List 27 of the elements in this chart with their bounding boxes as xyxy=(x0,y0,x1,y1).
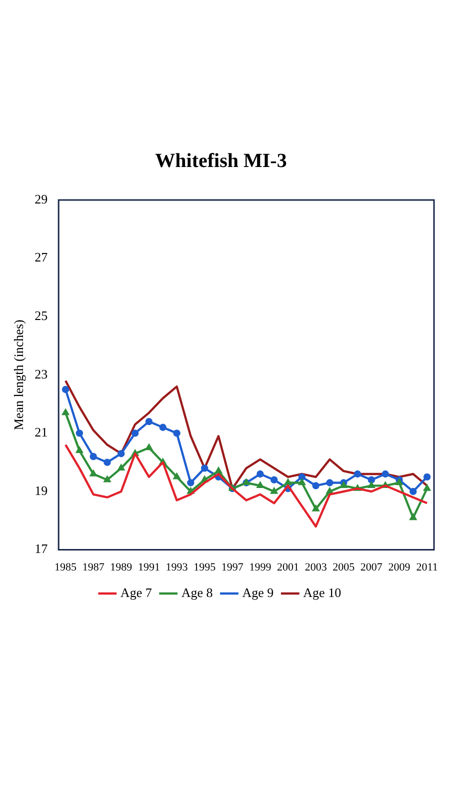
x-tick-label: 2011 xyxy=(416,561,438,574)
x-tick-label: 1989 xyxy=(110,561,133,574)
y-tick-label: 21 xyxy=(34,424,48,440)
y-tick-label: 17 xyxy=(34,541,48,556)
x-tick-label: 1987 xyxy=(82,561,105,574)
legend-label: Age 8 xyxy=(181,584,213,600)
y-tick-label: 29 xyxy=(34,191,48,206)
x-tick-label: 1993 xyxy=(166,561,188,574)
legend-label: Age 9 xyxy=(242,584,274,600)
x-tick-label: 1999 xyxy=(249,561,272,574)
x-tick-label: 1991 xyxy=(138,561,160,574)
y-tick-label: 23 xyxy=(34,366,48,382)
x-tick-label: 2001 xyxy=(277,561,300,574)
x-tick-label: 2005 xyxy=(332,561,356,574)
y-tick-label: 27 xyxy=(34,250,48,265)
x-tick-label: 2007 xyxy=(360,561,383,574)
x-tick-label: 1985 xyxy=(54,561,78,574)
legend-label: Age 10 xyxy=(303,584,342,600)
y-tick-label: 25 xyxy=(34,308,48,324)
y-tick-label: 19 xyxy=(34,482,48,498)
chart-title: Whitefish MI-3 xyxy=(155,150,287,172)
y-axis-title: Mean length (inches) xyxy=(11,320,26,430)
legend-label: Age 7 xyxy=(120,584,152,600)
x-tick-label: 2003 xyxy=(304,561,328,574)
x-tick-label: 1997 xyxy=(221,561,244,574)
x-tick-label: 1995 xyxy=(194,561,216,574)
x-tick-label: 2009 xyxy=(388,561,411,574)
